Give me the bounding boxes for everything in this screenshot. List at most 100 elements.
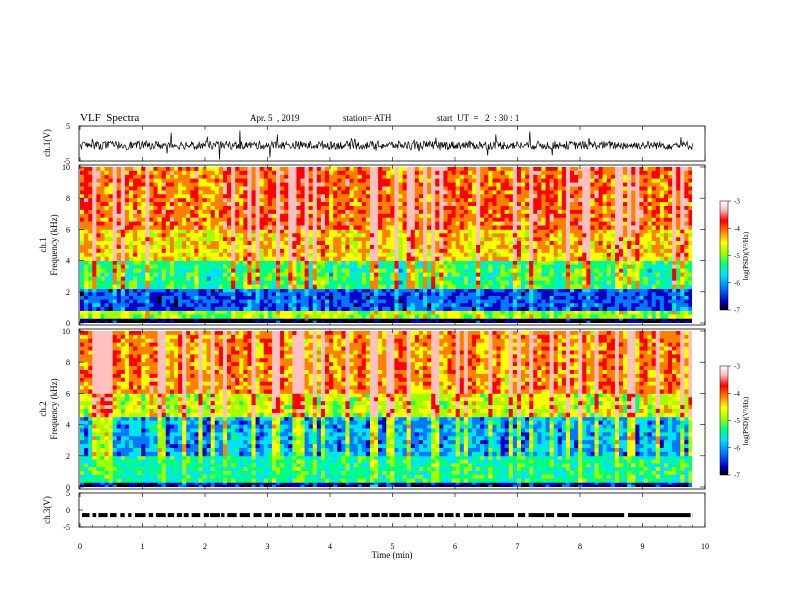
spectrogram-cell — [137, 268, 142, 274]
plot-date: Apr. 5 , 2019 — [250, 113, 300, 123]
spectrogram-cell — [394, 320, 399, 323]
spectrogram-cell — [643, 268, 648, 274]
spectrogram-cell — [443, 272, 448, 278]
spectrogram-cell — [386, 178, 391, 183]
spectrogram-cell — [529, 314, 534, 319]
spectrogram-cell — [312, 229, 318, 234]
spectrogram-cell — [561, 245, 567, 250]
spectrogram-cell — [668, 186, 673, 191]
spectrogram-cell — [488, 318, 493, 322]
spectrogram-cell — [439, 233, 444, 238]
spectrogram-cell — [137, 198, 142, 203]
spectrogram-cell — [439, 237, 444, 242]
spectrogram-cell — [263, 245, 269, 250]
spectrogram-cell — [145, 170, 150, 176]
spectrogram-cell — [349, 237, 354, 242]
spectrogram-cell — [88, 310, 93, 315]
spectrogram-cell — [549, 229, 555, 234]
spectrogram-cell — [96, 288, 101, 293]
spectrogram-cell — [688, 303, 692, 308]
spectrogram-cell — [525, 268, 530, 274]
spectrogram-cell — [255, 256, 261, 261]
spectrogram-cell — [80, 198, 85, 203]
spectrogram-cell — [194, 182, 199, 187]
spectrogram-cell — [647, 178, 653, 183]
spectrogram-cell — [227, 314, 232, 319]
spectrogram-cell — [606, 276, 612, 282]
spectrogram-cell — [190, 167, 195, 172]
spectrogram-cell — [206, 314, 212, 319]
spectrogram-cell — [655, 318, 661, 322]
spectrogram-cell — [394, 288, 399, 293]
spectrogram-cell — [133, 233, 138, 238]
spectrogram-cell — [129, 284, 134, 290]
spectrogram-cell — [169, 276, 175, 282]
spectrogram-cell — [222, 303, 228, 308]
spectrogram-cell — [137, 295, 142, 300]
spectrogram-cell — [586, 252, 591, 258]
spectrogram-cell — [410, 268, 416, 274]
spectrogram-cell — [112, 248, 118, 254]
spectrogram-cell — [423, 314, 428, 319]
spectrogram-cell — [161, 245, 167, 250]
spectrogram-cell — [484, 292, 489, 297]
spectrogram-cell — [418, 245, 424, 250]
spectrogram-cell — [141, 284, 146, 290]
spectrogram-cell — [206, 237, 212, 242]
spectrogram-cell — [427, 241, 432, 246]
spectrogram-cell — [623, 174, 628, 180]
spectrogram-cell — [410, 186, 416, 191]
spectrogram-cell — [668, 182, 673, 187]
spectrogram-cell — [316, 170, 322, 176]
spectrogram-cell — [88, 295, 93, 300]
spectrogram-cell — [80, 280, 85, 286]
spectrogram-cell — [145, 233, 150, 238]
spectrogram-cell — [672, 310, 677, 315]
spectrogram-cell — [614, 303, 620, 308]
spectrogram-cell — [210, 288, 216, 293]
spectrogram-cell — [508, 237, 514, 242]
spectrogram-cell — [684, 303, 689, 308]
spectrogram-cell — [235, 292, 240, 297]
spectrogram-cell — [116, 280, 122, 286]
spectrogram-cell — [557, 318, 563, 322]
spectrogram-cell — [598, 260, 604, 266]
spectrogram-cell — [369, 260, 375, 266]
spectrogram-cell — [672, 272, 677, 278]
spectrogram-cell — [88, 264, 93, 270]
spectrogram-cell — [292, 264, 297, 270]
spectrogram-cell — [239, 256, 244, 261]
spectrogram-cell — [186, 237, 191, 242]
spectrogram-cell — [488, 248, 493, 254]
spectrogram-cell — [161, 318, 167, 322]
spectrogram-cell — [521, 314, 526, 319]
spectrogram-cell — [643, 264, 648, 270]
spectrogram-cell — [276, 284, 281, 290]
spectrogram-cell — [590, 320, 595, 323]
spectrogram-cell — [337, 167, 342, 172]
spectrogram-cell — [504, 292, 510, 297]
spectrogram-cell — [222, 233, 228, 238]
spectrogram-cell — [651, 260, 657, 266]
spectrogram-cell — [153, 198, 158, 203]
spectrogram-cell — [590, 248, 595, 254]
spectrogram-cell — [476, 299, 481, 304]
spectrogram-cell — [427, 310, 432, 315]
spectrogram-cell — [108, 299, 114, 304]
spectrogram-cell — [259, 268, 265, 274]
spectrogram-cell — [173, 170, 179, 176]
spectrogram-cell — [606, 229, 612, 234]
spectrogram-cell — [333, 245, 338, 250]
spectrogram-cell — [619, 310, 624, 315]
spectrogram-cell — [390, 310, 395, 315]
spectrogram-cell — [598, 190, 604, 195]
spectrogram-cell — [300, 299, 305, 304]
spectrogram-cell — [145, 194, 150, 199]
spectrogram-cell — [410, 292, 416, 297]
spectrogram-cell — [647, 292, 653, 297]
spectrogram-cell — [300, 248, 305, 254]
spectrogram-cell — [206, 292, 212, 297]
spectrogram-cell — [647, 260, 653, 266]
spectrogram-cell — [165, 190, 171, 195]
spectrogram-cell — [565, 186, 571, 191]
